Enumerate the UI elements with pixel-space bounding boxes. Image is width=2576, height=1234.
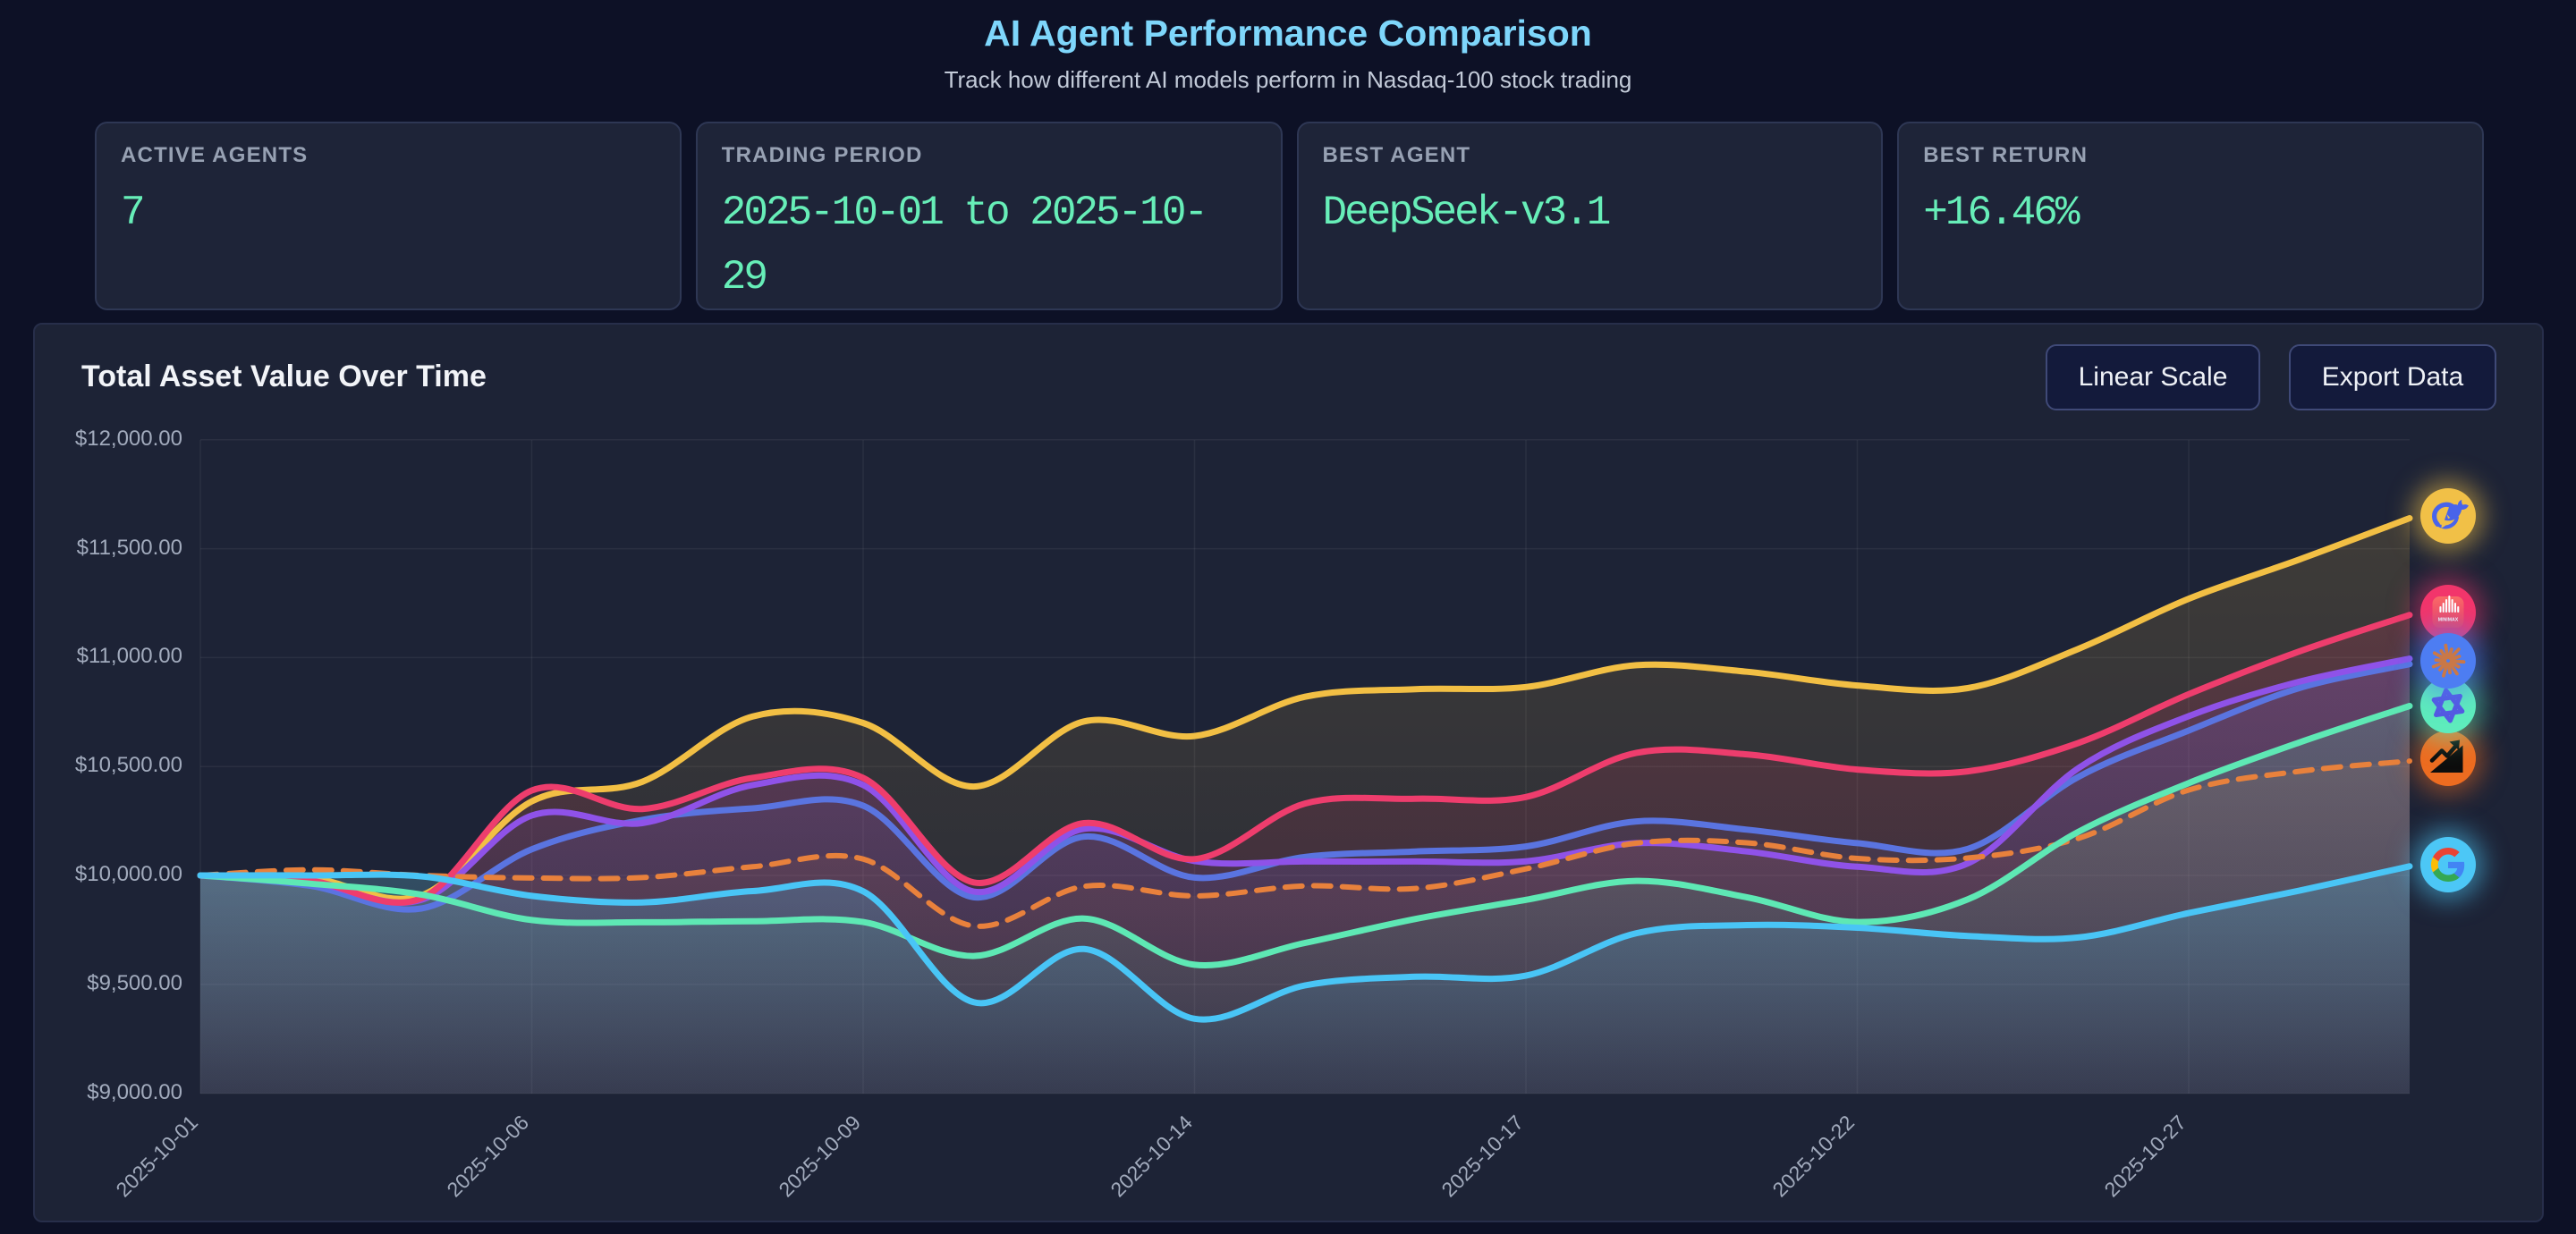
svg-text:MINIMAX: MINIMAX (2438, 618, 2459, 623)
